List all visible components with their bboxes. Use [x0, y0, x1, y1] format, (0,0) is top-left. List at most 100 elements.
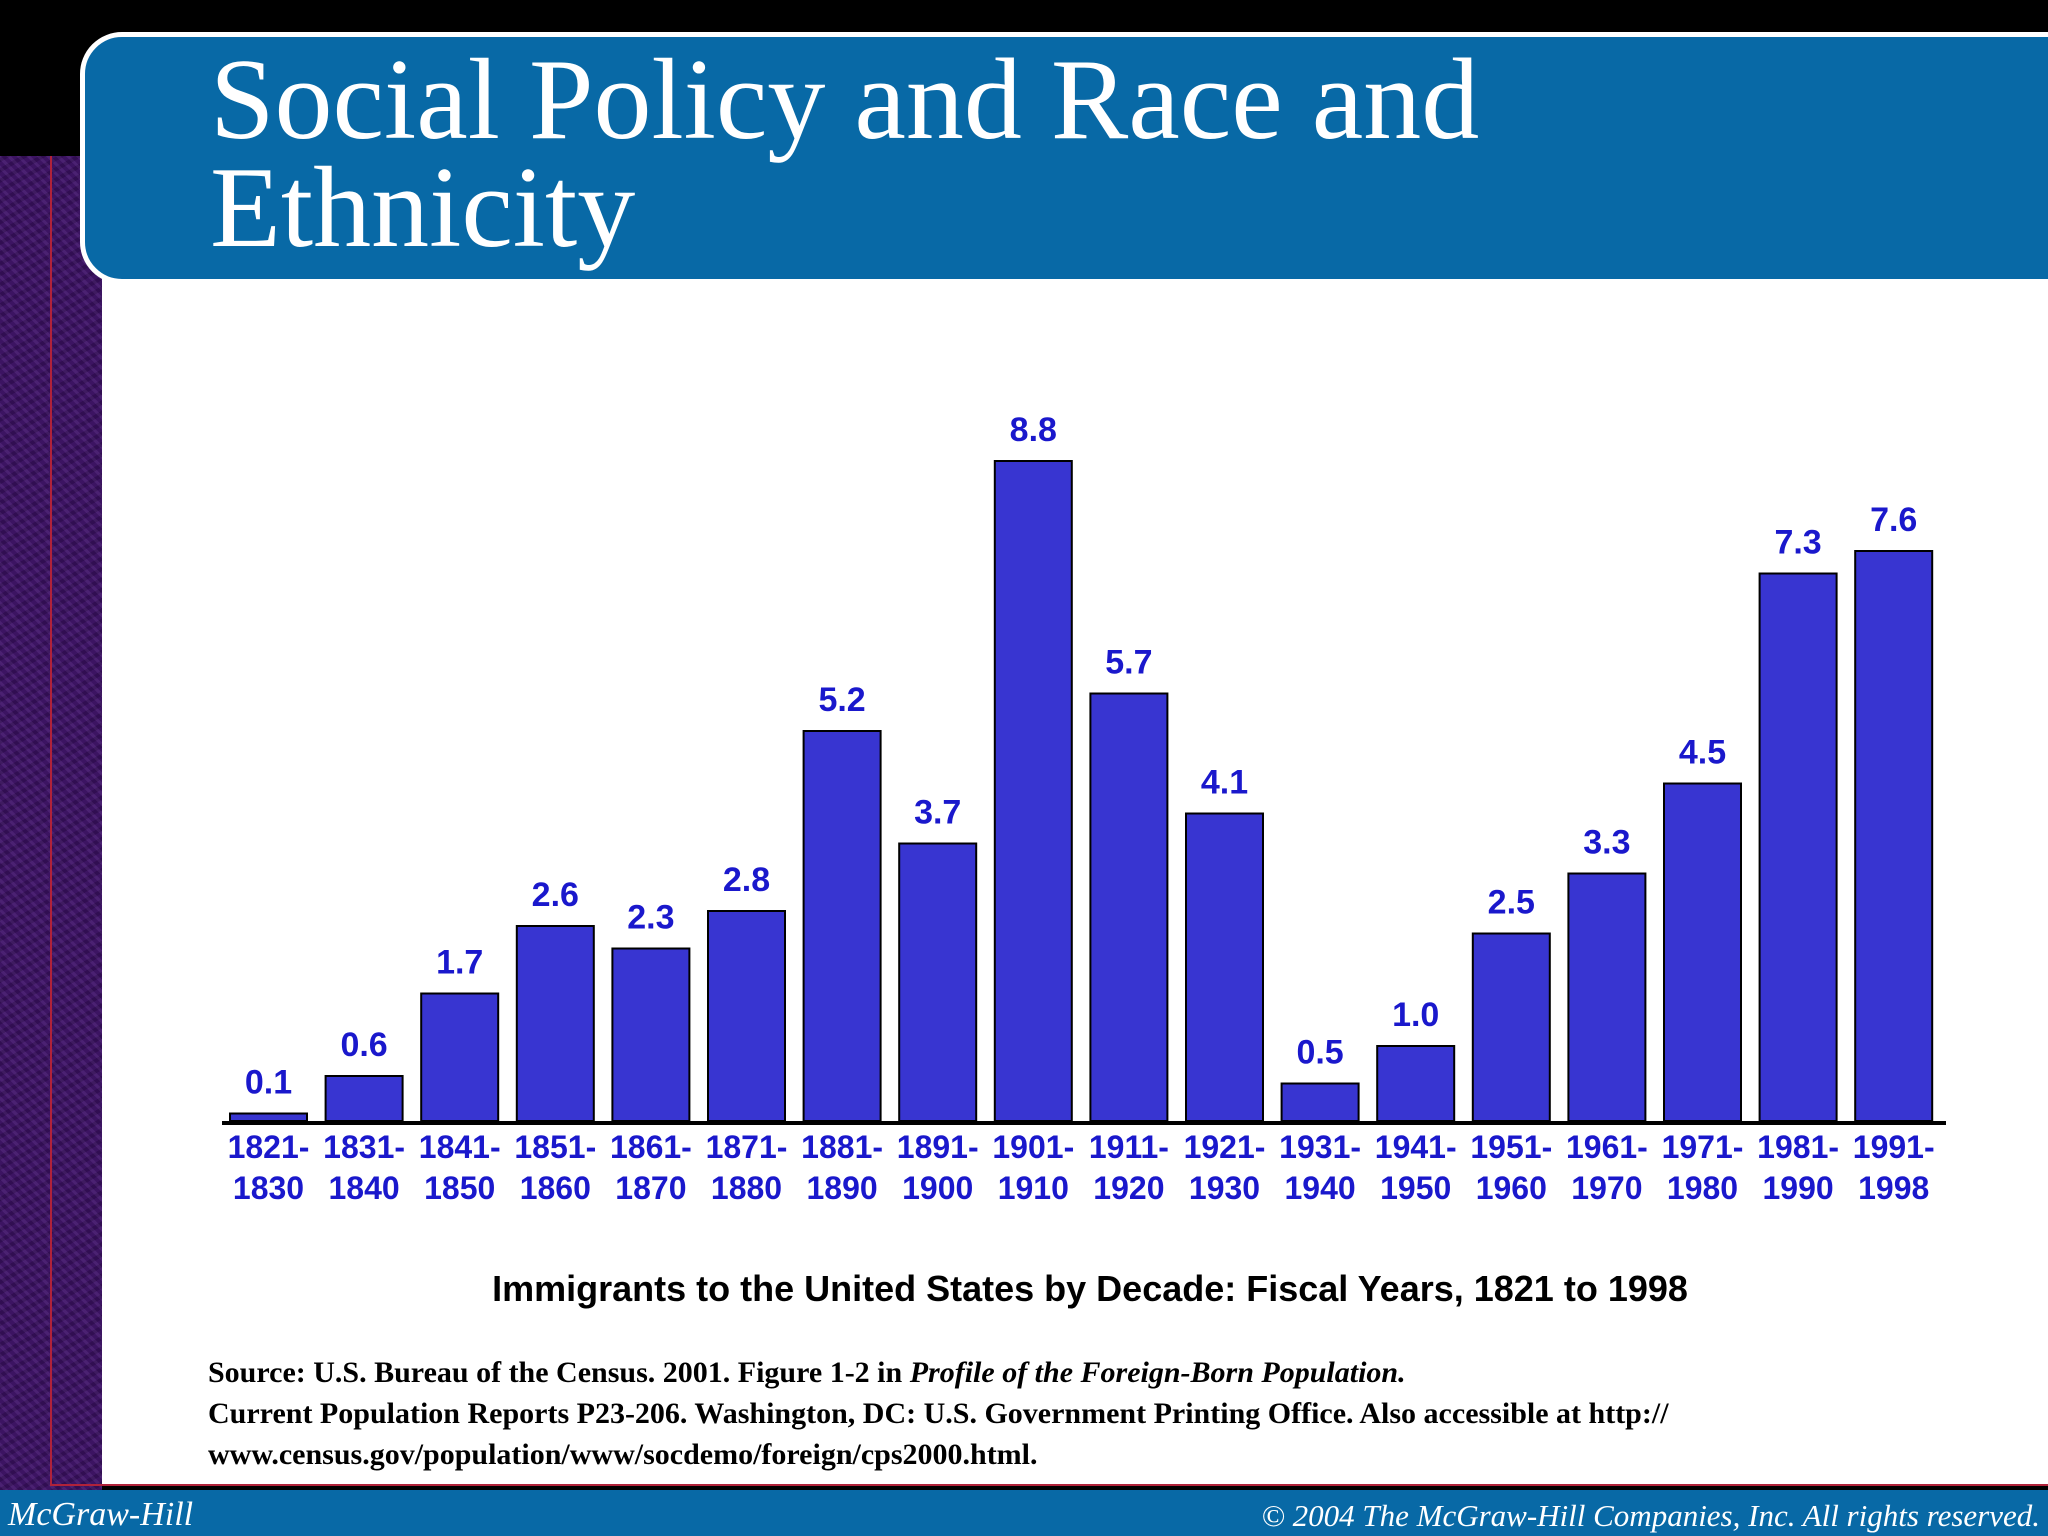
- x-tick-label-line: 1980: [1667, 1170, 1738, 1206]
- bar-value-label: 3.7: [914, 794, 961, 832]
- x-tick-label-line: 1998: [1858, 1170, 1929, 1206]
- bar: [1567, 872, 1647, 1122]
- x-tick-label-line: 1880: [711, 1170, 782, 1206]
- source-line-3: www.census.gov/population/www/socdemo/fo…: [208, 1438, 1038, 1471]
- x-tick-label: 1991- 1998: [1853, 1129, 1935, 1206]
- title-banner: [80, 32, 2048, 284]
- x-tick-label-line: 1960: [1476, 1170, 1547, 1206]
- bar-value-label: 2.3: [627, 899, 674, 937]
- x-tick-label-line: 1901-: [992, 1129, 1074, 1165]
- x-tick-label: 1841- 1850: [419, 1129, 501, 1206]
- source-line-1-prefix: Source: U.S. Bureau of the Census. 2001.…: [208, 1356, 910, 1389]
- bar-value-label: 5.2: [818, 681, 865, 719]
- x-tick-label-line: 1970: [1571, 1170, 1642, 1206]
- x-tick-label-line: 1951-: [1470, 1129, 1552, 1165]
- x-tick-label-line: 1971-: [1662, 1129, 1744, 1165]
- bar: [802, 730, 882, 1122]
- x-tick-label-line: 1861-: [610, 1129, 692, 1165]
- decorative-red-edge: [50, 156, 52, 1486]
- bar: [707, 910, 786, 1122]
- x-tick-label-line: 1981-: [1757, 1129, 1839, 1165]
- x-tick-label-line: 1941-: [1375, 1129, 1457, 1165]
- x-tick-label-line: 1940: [1285, 1170, 1356, 1206]
- source-line-2: Current Population Reports P23-206. Wash…: [208, 1397, 1669, 1430]
- x-tick-label-line: 1881-: [801, 1129, 883, 1165]
- bar-value-label: 2.8: [723, 861, 770, 899]
- x-tick-label: 1861- 1870: [610, 1129, 692, 1206]
- bar: [993, 460, 1073, 1122]
- bar: [1471, 932, 1551, 1122]
- x-tick-label-line: 1950: [1380, 1170, 1451, 1206]
- x-tick-label-line: 1841-: [419, 1129, 501, 1165]
- x-tick-label-line: 1911-: [1089, 1129, 1169, 1165]
- bar: [611, 947, 691, 1122]
- x-tick-label-line: 1930: [1189, 1170, 1260, 1206]
- x-tick-label-line: 1830: [233, 1170, 304, 1206]
- value-labels-group: 0.1 0.6 1.7 2.6 2.3 2.8 5.2 3.7 8.8 5.7 4.1 0.5 1.0 2…: [245, 411, 1917, 1102]
- bar-value-label: 5.7: [1105, 644, 1152, 682]
- x-tick-label: 1901- 1910: [992, 1129, 1074, 1206]
- bar-value-label: 0.6: [340, 1026, 387, 1064]
- bar: [1663, 782, 1742, 1122]
- decorative-red-bottom-edge: [50, 1484, 2048, 1486]
- bar: [1854, 550, 1934, 1122]
- x-tick-label-line: 1931-: [1279, 1129, 1361, 1165]
- bar: [1089, 692, 1169, 1122]
- x-tick-label-line: 1860: [520, 1170, 591, 1206]
- x-tick-label-line: 1921-: [1184, 1129, 1266, 1165]
- x-tick-label-line: 1961-: [1566, 1129, 1648, 1165]
- x-tick-label-line: 1900: [902, 1170, 973, 1206]
- x-tick-label: 1951- 1960: [1470, 1129, 1552, 1206]
- x-tick-label: 1931- 1940: [1279, 1129, 1361, 1206]
- bar: [1280, 1082, 1360, 1122]
- x-tick-label: 1821- 1830: [228, 1129, 310, 1206]
- bar-value-label: 7.6: [1870, 501, 1917, 539]
- x-tick-label-line: 1890: [807, 1170, 878, 1206]
- bar-value-label: 3.3: [1583, 824, 1630, 862]
- x-tick-label: 1961- 1970: [1566, 1129, 1648, 1206]
- source-line-1-italic: Profile of the Foreign-Born Population.: [909, 1356, 1406, 1389]
- footer-bar: [0, 1490, 2048, 1536]
- bar: [1185, 812, 1264, 1122]
- x-tick-label-line: 1991-: [1853, 1129, 1935, 1165]
- x-tick-label: 1981- 1990: [1757, 1129, 1839, 1206]
- x-tick-label-line: 1910: [998, 1170, 1069, 1206]
- bar-value-label: 4.1: [1201, 764, 1248, 802]
- bar: [324, 1075, 404, 1122]
- x-tick-label: 1971- 1980: [1662, 1129, 1744, 1206]
- x-tick-label: 1881- 1890: [801, 1129, 883, 1206]
- bars-group: [229, 460, 1934, 1122]
- x-tick-label: 1871- 1880: [706, 1129, 788, 1206]
- chart-caption: Immigrants to the United States by Decad…: [492, 1268, 1688, 1309]
- bar-value-label: 4.5: [1679, 734, 1726, 772]
- x-tick-label-line: 1920: [1093, 1170, 1164, 1206]
- bar-value-label: 2.6: [532, 876, 579, 914]
- bar-value-label: 2.5: [1488, 884, 1535, 922]
- x-tick-label: 1911- 1920: [1089, 1129, 1169, 1206]
- x-tick-label-line: 1870: [615, 1170, 686, 1206]
- footer-copyright: © 2004 The McGraw-Hill Companies, Inc. A…: [1261, 1498, 2040, 1533]
- x-tick-label-line: 1840: [329, 1170, 400, 1206]
- bar-value-label: 7.3: [1774, 524, 1821, 562]
- bar: [1758, 572, 1838, 1122]
- bar-value-label: 1.0: [1392, 996, 1439, 1034]
- x-tick-label-line: 1891-: [897, 1129, 979, 1165]
- x-tick-label-line: 1851-: [514, 1129, 596, 1165]
- x-tick-label: 1831- 1840: [323, 1129, 405, 1206]
- bar: [229, 1112, 308, 1122]
- bar: [1376, 1045, 1456, 1122]
- x-tick-label: 1921- 1930: [1184, 1129, 1266, 1206]
- x-tick-label-line: 1821-: [228, 1129, 310, 1165]
- x-tick-label-line: 1850: [424, 1170, 495, 1206]
- x-tick-label: 1941- 1950: [1375, 1129, 1457, 1206]
- bar: [515, 925, 595, 1122]
- x-tick-label-line: 1871-: [706, 1129, 788, 1165]
- x-tick-label: 1891- 1900: [897, 1129, 979, 1206]
- x-tick-label-line: 1990: [1763, 1170, 1834, 1206]
- x-tick-label: 1851- 1860: [514, 1129, 596, 1206]
- slide-title: Social Policy and Race and Ethnicity: [210, 36, 1480, 272]
- tick-labels-group: 1821- 1830 1831- 1840 1841- 1850 1851- 1860 1861…: [228, 1129, 1935, 1206]
- bar: [898, 842, 978, 1122]
- footer-publisher: McGraw-Hill: [8, 1496, 194, 1533]
